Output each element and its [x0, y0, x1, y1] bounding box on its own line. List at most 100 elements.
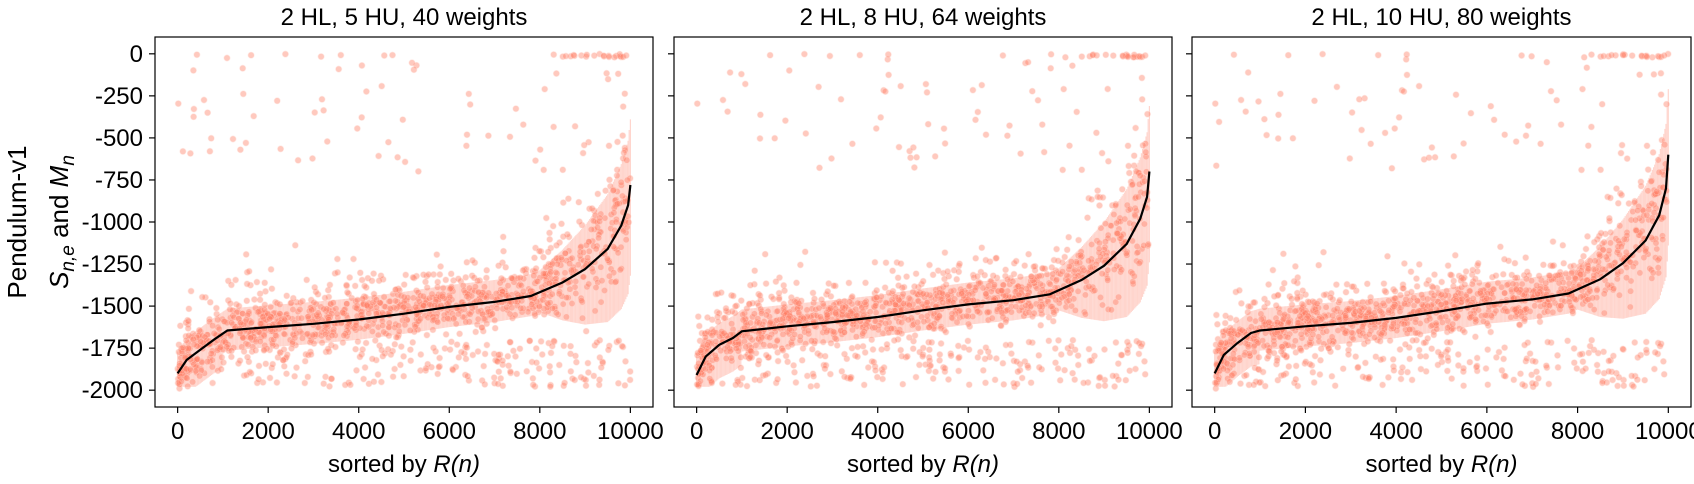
scatter-point	[1031, 279, 1039, 287]
scatter-point	[609, 187, 617, 195]
scatter-point	[1010, 259, 1018, 267]
scatter-point	[555, 361, 563, 369]
scatter-point	[1028, 272, 1036, 280]
scatter-point	[459, 282, 467, 290]
scatter-point	[490, 374, 498, 382]
scatter-point	[1101, 238, 1109, 246]
scatter-point	[556, 239, 564, 247]
scatter-point	[324, 345, 332, 353]
scatter-point	[296, 327, 304, 335]
scatter-point	[232, 300, 240, 308]
scatter-point	[937, 288, 945, 296]
scatter-point	[996, 303, 1004, 311]
scatter-point	[600, 286, 608, 294]
scatter-point	[550, 337, 558, 345]
scatter-point	[352, 326, 360, 334]
scatter-point	[545, 279, 553, 287]
scatter-point	[810, 372, 818, 380]
scatter-point	[542, 263, 550, 271]
scatter-point	[1020, 312, 1028, 320]
scatter-point	[787, 293, 795, 301]
scatter-point	[1015, 307, 1023, 315]
scatter-point	[400, 299, 408, 307]
scatter-point	[441, 344, 449, 352]
scatter-point	[780, 310, 788, 318]
scatter-point	[890, 325, 898, 333]
scatter-point	[423, 272, 431, 280]
scatter-point	[596, 50, 604, 58]
scatter-point	[505, 362, 513, 370]
scatter-point	[561, 379, 569, 387]
scatter-point	[897, 260, 905, 268]
scatter-point	[998, 287, 1006, 295]
scatter-point	[433, 317, 441, 325]
scatter-point	[584, 257, 592, 265]
scatter-point	[471, 283, 479, 291]
scatter-point	[1594, 368, 1602, 376]
scatter-point	[1075, 236, 1083, 244]
scatter-point	[1401, 340, 1409, 348]
scatter-point	[1030, 263, 1038, 271]
scatter-point	[1487, 102, 1495, 110]
scatter-point	[568, 299, 576, 307]
scatter-point	[591, 307, 599, 315]
scatter-point	[480, 315, 488, 323]
scatter-point	[1099, 256, 1107, 264]
x-label-variable: R(n)	[433, 451, 480, 478]
scatter-point	[527, 286, 535, 294]
scatter-point	[801, 248, 809, 256]
scatter-point	[550, 338, 558, 346]
scatter-point	[1274, 291, 1282, 299]
scatter-point	[1126, 367, 1134, 375]
scatter-point	[430, 270, 438, 278]
scatter-point	[294, 308, 302, 316]
scatter-point	[1323, 327, 1331, 335]
scatter-point	[199, 332, 207, 340]
scatter-point	[1212, 162, 1220, 170]
scatter-point	[488, 293, 496, 301]
scatter-point	[947, 350, 955, 358]
scatter-point	[773, 316, 781, 324]
scatter-point	[529, 381, 537, 389]
scatter-point	[1471, 333, 1479, 341]
scatter-point	[208, 363, 216, 371]
scatter-point	[304, 351, 312, 359]
scatter-point	[309, 331, 317, 339]
scatter-point	[566, 350, 574, 358]
scatter-point	[551, 275, 559, 283]
scatter-point	[1131, 211, 1139, 219]
scatter-point	[327, 341, 335, 349]
scatter-point	[871, 362, 879, 370]
scatter-point	[914, 290, 922, 298]
scatter-point	[1074, 287, 1082, 295]
scatter-point	[735, 344, 743, 352]
scatter-point	[1089, 51, 1097, 59]
scatter-point	[696, 337, 704, 345]
scatter-point	[218, 353, 226, 361]
scatter-point	[697, 347, 705, 355]
scatter-point	[955, 353, 963, 361]
scatter-point	[515, 282, 523, 290]
scatter-point	[395, 331, 403, 339]
scatter-point	[208, 347, 216, 355]
scatter-point	[370, 294, 378, 302]
scatter-point	[238, 343, 246, 351]
scatter-point	[437, 291, 445, 299]
scatter-point	[585, 205, 593, 213]
scatter-point	[434, 283, 442, 291]
scatter-point	[582, 241, 590, 249]
scatter-point	[992, 254, 1000, 262]
scatter-point	[617, 243, 625, 251]
scatter-point	[397, 343, 405, 351]
scatter-point	[562, 52, 570, 60]
scatter-point	[488, 304, 496, 312]
scatter-point	[329, 328, 337, 336]
scatter-point	[998, 287, 1006, 295]
scatter-point	[454, 275, 462, 283]
scatter-point	[447, 338, 455, 346]
scatter-point	[195, 332, 203, 340]
scatter-point	[518, 308, 526, 316]
scatter-point	[948, 298, 956, 306]
scatter-point	[1425, 154, 1433, 162]
scatter-point	[762, 351, 770, 359]
